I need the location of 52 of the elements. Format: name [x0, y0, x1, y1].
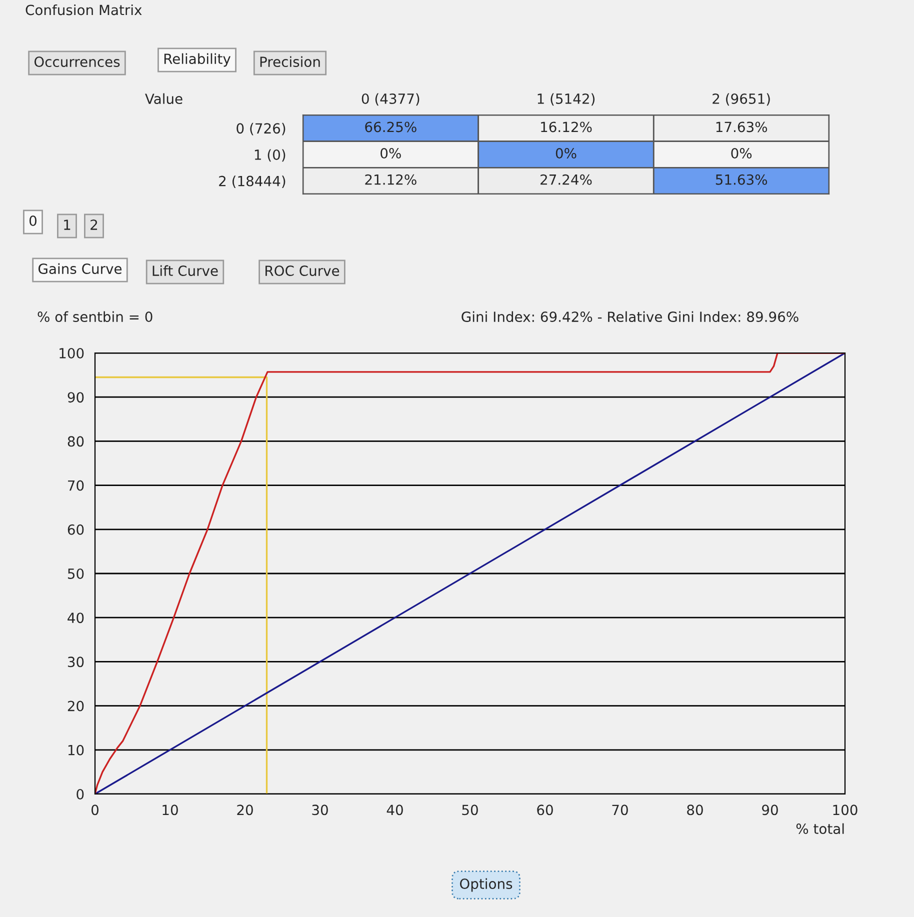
- y-tick-label: 10: [68, 744, 84, 756]
- text: ROC Curve: [266, 266, 340, 276]
- y-tick-label: 50: [68, 568, 84, 579]
- x-tick-label: 0: [91, 804, 98, 816]
- y-tick-label: 60: [68, 524, 84, 535]
- text: Value: [145, 93, 182, 104]
- data-label: 0%: [380, 148, 401, 159]
- x-tick-label: 1 (5142): [538, 93, 595, 106]
- y-tick-label: 1 (0): [254, 149, 286, 162]
- data-label: 21.12%: [365, 174, 416, 185]
- x-tick-label: 40: [386, 804, 403, 816]
- y-tick-label: 20: [68, 700, 84, 712]
- data-label: 0%: [731, 148, 752, 159]
- data-label: 66.25%: [365, 122, 416, 132]
- y-tick-label: 80: [68, 436, 84, 447]
- y-tick-label: 30: [68, 656, 84, 668]
- x-tick-label: 70: [612, 804, 628, 816]
- y-tick-label: 2 (18444): [219, 176, 286, 188]
- x-axis-title: % total: [796, 823, 844, 834]
- text: Reliability: [164, 53, 231, 67]
- x-tick-label: 0 (4377): [362, 93, 420, 106]
- y-tick-label: 100: [60, 348, 84, 358]
- text: Gains Curve: [38, 263, 122, 274]
- text: 1: [64, 220, 70, 230]
- x-tick-label: 2 (9651): [712, 93, 770, 106]
- data-label: 17.63%: [716, 122, 768, 132]
- x-tick-label: 30: [312, 804, 328, 816]
- data-label: 27.24%: [540, 174, 592, 185]
- x-tick-label: 60: [537, 804, 553, 816]
- x-tick-label: 90: [762, 804, 778, 816]
- x-tick-label: 10: [162, 804, 178, 816]
- y-axis-title: % of sentbin = 0: [38, 311, 152, 322]
- y-tick-label: 0 (726): [236, 122, 286, 136]
- text: Precision: [260, 56, 320, 68]
- data-label: 16.12%: [541, 122, 592, 132]
- data-label: 0%: [556, 148, 576, 159]
- text: Options: [460, 878, 512, 892]
- y-tick-label: 40: [68, 612, 84, 624]
- text: 0: [29, 216, 36, 226]
- text: Lift Curve: [152, 265, 218, 276]
- text: 2: [90, 220, 98, 230]
- y-tick-label: 90: [68, 392, 84, 403]
- x-tick-label: 50: [462, 804, 478, 816]
- x-tick-label: 80: [687, 804, 703, 816]
- text: Confusion Matrix: [26, 4, 142, 16]
- text: Occurrences: [34, 56, 120, 68]
- y-tick-label: 70: [68, 480, 84, 491]
- x-tick-label: 20: [237, 804, 253, 816]
- y-tick-label: 0: [76, 788, 84, 800]
- data-label: 51.63%: [716, 174, 768, 185]
- x-tick-label: 100: [833, 804, 858, 816]
- text: Gini Index: 69.42% - Relative Gini Index: 89.96%: [462, 311, 798, 322]
